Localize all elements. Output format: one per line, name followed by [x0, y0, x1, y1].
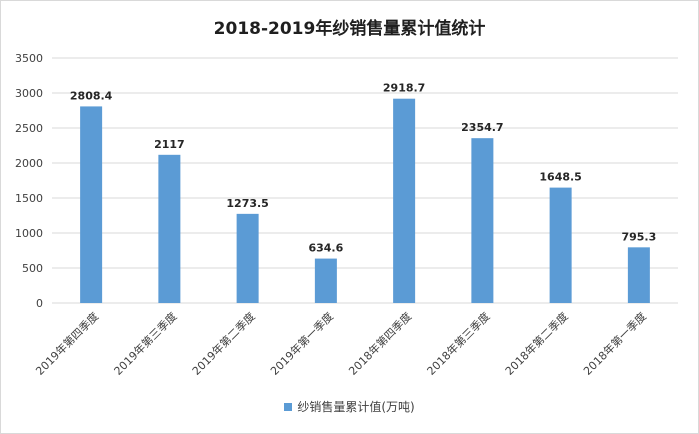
- x-tick-label: 2018年第一季度: [580, 309, 649, 378]
- y-tick-label: 1500: [15, 192, 43, 205]
- data-label: 2918.7: [383, 82, 425, 95]
- legend: 纱销售量累计值(万吨): [0, 398, 699, 415]
- bar: [393, 98, 416, 303]
- bar: [158, 154, 181, 303]
- y-tick-label: 0: [36, 297, 43, 310]
- legend-label: 纱销售量累计值(万吨): [297, 400, 415, 414]
- bar: [471, 138, 494, 303]
- x-tick-label: 2019年第三季度: [111, 309, 180, 378]
- data-label: 795.3: [621, 230, 656, 243]
- y-tick-label: 3500: [15, 52, 43, 65]
- data-labels: 2808.4 2117 1273.5 634.6 2918.7 2354.7 1648.5 7…: [70, 82, 656, 255]
- bar: [80, 106, 103, 303]
- y-tick-label: 2500: [15, 122, 43, 135]
- bar: [627, 247, 650, 303]
- x-tick-label: 2019年第二季度: [189, 309, 258, 378]
- data-label: 634.6: [308, 242, 343, 255]
- grid-lines: [52, 57, 678, 304]
- x-tick-label: 2019年第四季度: [33, 309, 102, 378]
- y-tick-label: 1000: [15, 227, 43, 240]
- data-label: 2117: [154, 138, 185, 151]
- data-label: 1273.5: [226, 197, 268, 210]
- y-tick-label: 2000: [15, 157, 43, 170]
- chart-title: 2018-2019年纱销售量累计值统计: [213, 19, 486, 39]
- x-tick-label: 2018年第四季度: [346, 309, 415, 378]
- x-tick-label: 2019年第一季度: [267, 309, 336, 378]
- data-label: 2808.4: [70, 89, 113, 102]
- y-tick-label: 3000: [15, 87, 43, 100]
- y-tick-label: 500: [22, 262, 43, 275]
- y-axis-ticks: 0 500 1000 1500 2000 2500 3000 3500: [15, 52, 43, 310]
- data-label: 2354.7: [461, 121, 503, 134]
- bar: [236, 213, 259, 303]
- x-axis-ticks: 2019年第四季度 2019年第三季度 2019年第二季度 2019年第一季度 2018…: [33, 309, 649, 378]
- bars: [80, 98, 650, 303]
- bar: [549, 187, 572, 303]
- legend-swatch: [284, 403, 293, 411]
- x-tick-label: 2018年第三季度: [424, 309, 493, 378]
- x-tick-label: 2018年第二季度: [502, 309, 571, 378]
- bar: [314, 258, 337, 303]
- data-label: 1648.5: [539, 171, 581, 184]
